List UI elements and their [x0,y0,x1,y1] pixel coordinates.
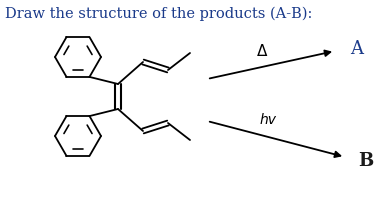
Text: Δ: Δ [257,44,267,59]
Text: Draw the structure of the products (A-B):: Draw the structure of the products (A-B)… [5,7,312,21]
Text: B: B [358,152,373,170]
Text: A: A [350,40,363,58]
Text: hv: hv [259,113,277,127]
